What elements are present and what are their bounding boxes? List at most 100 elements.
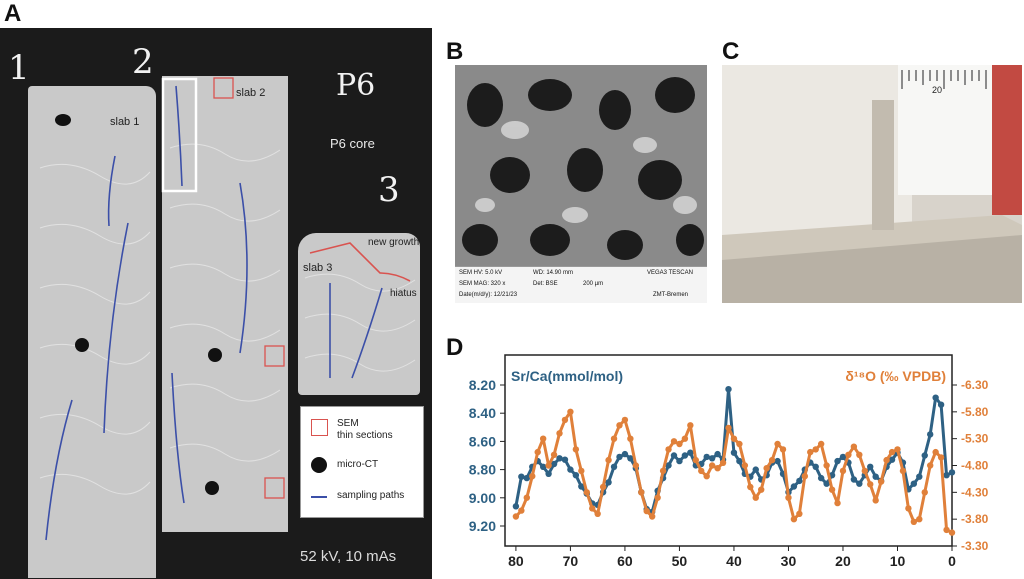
data-point-d18o xyxy=(867,481,874,488)
sem-texture xyxy=(455,65,707,267)
data-point-d18o xyxy=(545,462,552,469)
data-point-srca xyxy=(523,474,531,482)
data-point-d18o xyxy=(616,422,623,429)
data-point-d18o xyxy=(921,489,928,496)
panel-d-letter: D xyxy=(446,334,464,361)
data-point-d18o xyxy=(599,483,607,491)
y-right-tick-label: -3.80 xyxy=(961,512,989,526)
data-point-srca xyxy=(943,472,950,479)
data-point-srca xyxy=(627,455,634,462)
data-point-d18o xyxy=(926,462,934,469)
data-point-srca xyxy=(616,453,623,461)
data-point-d18o xyxy=(523,494,531,501)
micro-ct-hole-1 xyxy=(55,114,71,126)
data-point-srca xyxy=(578,483,585,490)
data-point-srca xyxy=(823,480,830,487)
x-tick-label: 60 xyxy=(617,553,633,569)
legend-sem-line2: thin sections xyxy=(337,430,393,441)
panel-c-letter: C xyxy=(722,38,740,65)
data-point-d18o xyxy=(834,499,841,507)
y-left-tick-label: 8.40 xyxy=(469,405,496,421)
sem-date: Date(m/d/y): 12/21/23 xyxy=(459,292,518,298)
slab-2 xyxy=(162,76,288,532)
data-point-srca xyxy=(774,457,781,465)
handwritten-3: 3 xyxy=(378,170,400,210)
data-point-d18o xyxy=(583,489,590,496)
data-point-srca xyxy=(725,386,732,393)
data-point-d18o xyxy=(948,529,956,536)
data-point-d18o xyxy=(888,448,896,456)
data-point-srca xyxy=(550,460,558,468)
sem-panel: SEM HV: 5.0 kV WD: 14.90 mm VEGA3 TESCAN… xyxy=(455,65,707,303)
new-growth-line xyxy=(309,242,411,282)
data-point-d18o xyxy=(529,473,536,480)
data-point-d18o xyxy=(768,456,776,464)
photo-panel: 20 xyxy=(722,65,1022,303)
panel-a-letter: A xyxy=(4,0,22,27)
panel-b-letter: B xyxy=(446,38,464,65)
data-point-d18o xyxy=(621,416,629,424)
data-point-d18o xyxy=(785,494,792,501)
data-point-d18o xyxy=(714,465,721,472)
data-point-d18o xyxy=(828,486,836,493)
data-point-srca xyxy=(921,452,928,459)
data-point-d18o xyxy=(899,467,907,475)
data-point-srca xyxy=(665,462,672,469)
x-tick-label: 50 xyxy=(672,553,688,569)
y-right-tick-label: -5.80 xyxy=(961,405,989,419)
y-right-tick-label: -6.30 xyxy=(961,378,989,392)
handwritten-1: 1 xyxy=(8,48,30,88)
legend-sem-swatch xyxy=(311,419,328,436)
data-point-srca xyxy=(714,450,721,458)
label-slab-1: slab 1 xyxy=(110,116,140,128)
y-left-tick-label: 8.80 xyxy=(469,462,496,478)
data-point-d18o xyxy=(812,446,819,453)
x-tick-label: 30 xyxy=(781,553,797,569)
y-right-tick-label: -4.30 xyxy=(961,485,989,499)
data-point-srca xyxy=(539,463,547,470)
data-point-d18o xyxy=(894,446,901,453)
data-point-srca xyxy=(708,455,716,462)
data-point-srca xyxy=(572,472,580,479)
data-point-d18o xyxy=(643,507,650,515)
data-point-d18o xyxy=(932,448,939,456)
label-new-growth: new growth xyxy=(368,237,420,248)
data-point-d18o xyxy=(687,422,694,429)
data-point-srca xyxy=(932,394,939,401)
data-point-d18o xyxy=(654,494,661,501)
data-point-d18o xyxy=(801,473,809,480)
data-point-srca xyxy=(676,457,683,465)
handwritten-p6: P6 xyxy=(336,68,376,103)
data-point-d18o xyxy=(670,438,678,445)
data-point-srca xyxy=(605,479,612,486)
sem-det: Det: BSE xyxy=(533,281,558,287)
data-point-srca xyxy=(610,463,618,470)
data-point-d18o xyxy=(708,462,716,469)
y-right-tick-label: -3.30 xyxy=(961,539,989,553)
x-tick-label: 10 xyxy=(890,553,906,569)
data-point-d18o xyxy=(856,451,863,458)
data-point-d18o xyxy=(817,440,825,448)
data-point-srca xyxy=(948,469,956,476)
data-point-srca xyxy=(888,456,896,463)
sem-lab: ZMT-Bremen xyxy=(653,292,689,298)
data-point-srca xyxy=(796,477,803,485)
data-point-d18o xyxy=(518,507,525,514)
sem-box-3 xyxy=(264,477,285,499)
data-point-d18o xyxy=(550,451,558,458)
data-point-d18o xyxy=(883,456,890,464)
data-point-srca xyxy=(839,453,847,461)
data-point-d18o xyxy=(676,440,683,448)
data-point-d18o xyxy=(610,435,618,442)
legend-micro-ct-swatch xyxy=(311,457,327,473)
data-point-srca xyxy=(752,466,759,473)
data-point-d18o xyxy=(556,430,563,437)
data-point-d18o xyxy=(937,454,945,461)
data-point-srca xyxy=(512,503,520,510)
data-point-d18o xyxy=(905,505,912,512)
legend-micro-ct: micro-CT xyxy=(337,459,379,470)
micro-ct-hole-3 xyxy=(208,348,222,362)
data-point-d18o xyxy=(943,526,950,534)
data-point-srca xyxy=(872,473,879,480)
y-left-tick-label: 9.20 xyxy=(469,518,496,534)
